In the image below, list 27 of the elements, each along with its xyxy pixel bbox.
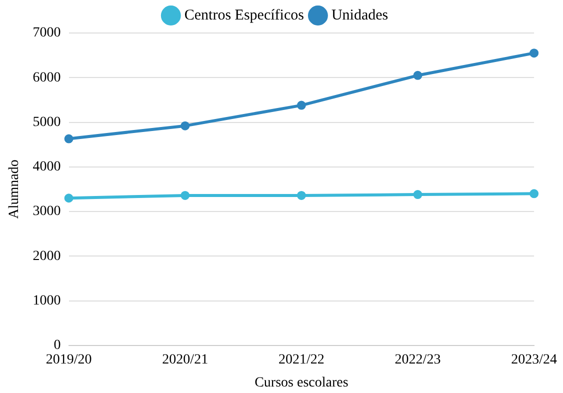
point — [296, 100, 306, 110]
x-tick-label: 2021/22 — [278, 352, 324, 368]
point — [530, 189, 539, 198]
point — [296, 190, 306, 200]
y-tick-label: 2000 — [32, 248, 61, 264]
x-axis-title: Cursos escolares — [254, 375, 348, 390]
x-tick-label: 2023/24 — [511, 352, 557, 368]
point — [413, 190, 422, 200]
point — [64, 134, 74, 144]
x-tick-label: 2022/23 — [394, 352, 441, 368]
y-tick-label: 7000 — [32, 26, 61, 41]
y-axis-title: Alumnado — [7, 160, 22, 219]
point — [413, 70, 422, 80]
legend-label: Centros Específicos — [184, 7, 304, 24]
point — [530, 48, 539, 58]
point — [180, 121, 190, 130]
y-tick-label: 1000 — [32, 293, 61, 308]
y-tick-label: 3000 — [32, 204, 61, 220]
y-tick-label: 4000 — [32, 160, 61, 175]
x-tick-label: 2020/21 — [162, 352, 208, 368]
y-tick-label: 5000 — [32, 114, 61, 130]
y-tick-label: 0 — [54, 338, 61, 354]
point — [180, 190, 190, 200]
y-tick-label: 6000 — [32, 70, 61, 86]
legend-label: Unidades — [331, 7, 388, 24]
x-tick-label: 2019/20 — [46, 352, 92, 368]
point — [64, 194, 74, 203]
